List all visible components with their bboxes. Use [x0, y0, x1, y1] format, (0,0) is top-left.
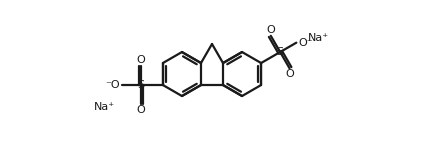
- Text: S: S: [277, 47, 284, 57]
- Text: ⁻O: ⁻O: [105, 80, 120, 90]
- Text: O: O: [136, 55, 145, 65]
- Text: O⁻: O⁻: [298, 38, 313, 48]
- Text: O: O: [136, 105, 145, 115]
- Text: O: O: [285, 69, 294, 79]
- Text: O: O: [266, 25, 275, 35]
- Text: Na⁺: Na⁺: [94, 102, 115, 112]
- Text: S: S: [137, 80, 144, 90]
- Text: Na⁺: Na⁺: [308, 33, 329, 43]
